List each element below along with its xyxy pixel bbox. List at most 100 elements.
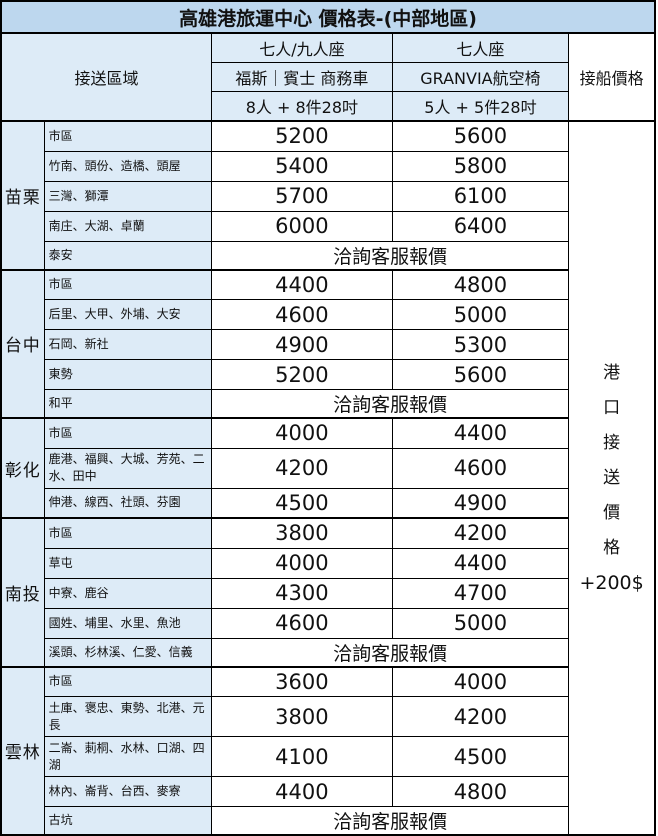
port-note-char: 送	[603, 467, 621, 488]
header-car-1: 福斯｜賓士 商務車	[211, 62, 393, 92]
price-cell: 6400	[391, 210, 570, 242]
table-row: 二崙、莿桐、水林、口湖、四湖 4100 4500	[1, 736, 655, 777]
price-cell: 5800	[391, 150, 570, 182]
table-row: 國姓、埔里、水里、魚池 4600 5000	[1, 607, 655, 639]
district-cell: 二崙、莿桐、水林、口湖、四湖	[43, 736, 213, 777]
district-cell: 市區	[43, 417, 213, 449]
price-cell: 4200	[391, 696, 570, 737]
price-cell: 4900	[391, 487, 570, 519]
district-cell: 市區	[43, 120, 213, 152]
price-cell: 4600	[211, 299, 393, 330]
price-cell: 6000	[211, 210, 393, 242]
district-cell: 東勢	[43, 359, 213, 390]
district-cell: 市區	[43, 268, 213, 300]
table-row: 和平 洽詢客服報價	[1, 389, 655, 419]
header-boat-price: 接船價格	[568, 32, 656, 122]
port-note-char: 港	[603, 362, 621, 383]
district-cell: 后里、大甲、外埔、大安	[43, 299, 213, 330]
table-row: 竹南、頭份、造橋、頭屋 5400 5800	[1, 150, 655, 182]
region-cell-changhua: 彰化	[0, 417, 45, 519]
region-cell-taichung: 台中	[0, 268, 45, 419]
district-cell: 三灣、獅潭	[43, 180, 213, 212]
price-cell: 5600	[391, 120, 570, 152]
price-cell: 5000	[391, 607, 570, 639]
price-cell: 3600	[211, 665, 393, 697]
table-row: 三灣、獅潭 5700 6100	[1, 180, 655, 212]
table-row: 東勢 5200 5600	[1, 359, 655, 390]
price-cell: 4600	[211, 607, 393, 639]
table-row: 南投 市區 3800 4200	[0, 517, 655, 667]
port-note-char: 口	[603, 397, 621, 418]
region-cell-miaoli: 苗栗	[0, 120, 45, 270]
district-cell: 林內、崙背、台西、麥寮	[43, 776, 213, 807]
price-cell: 3800	[211, 517, 393, 549]
table-row: 高雄港旅運中心 價格表-(中部地區)	[0, 0, 656, 34]
price-cell: 4000	[391, 665, 570, 697]
table-row: 福斯｜賓士 商務車 GRANVIA航空椅	[1, 62, 655, 92]
table-row: 溪頭、杉林溪、仁愛、信義 洽詢客服報價	[1, 637, 655, 667]
price-cell: 6100	[391, 180, 570, 212]
table-row: 后里、大甲、外埔、大安 4600 5000	[1, 299, 655, 330]
price-cell: 4400	[211, 268, 393, 300]
district-cell: 竹南、頭份、造橋、頭屋	[43, 150, 213, 182]
price-cell: 4300	[211, 577, 393, 609]
district-cell: 市區	[43, 517, 213, 549]
header-capacity-2: 5人 + 5件28吋	[391, 91, 570, 122]
district-cell: 鹿港、福興、大城、芳苑、二水、田中	[43, 447, 213, 489]
consult-cell: 洽詢客服報價	[211, 637, 570, 667]
table-row: 中寮、鹿谷 4300 4700	[1, 577, 655, 609]
header-capacity-1: 8人 + 8件28吋	[211, 91, 393, 122]
table-row: 彰化 市區 4000 4400	[0, 417, 655, 519]
price-cell: 5400	[211, 150, 393, 182]
port-note-surcharge: +200$	[579, 571, 644, 594]
district-cell: 土庫、褒忠、東勢、北港、元長	[43, 696, 213, 737]
region-cell-yunlin: 雲林	[0, 665, 45, 836]
district-cell: 市區	[43, 665, 213, 697]
price-cell: 5300	[391, 329, 570, 360]
price-cell: 4000	[211, 417, 393, 449]
table-row: 南庄、大湖、卓蘭 6000 6400	[1, 210, 655, 242]
table-row: 林內、崙背、台西、麥寮 4400 4800	[1, 776, 655, 807]
price-cell: 4500	[391, 736, 570, 777]
table-row: 泰安 洽詢客服報價	[1, 240, 655, 270]
price-cell: 4700	[391, 577, 570, 609]
price-cell: 4200	[391, 517, 570, 549]
consult-cell: 洽詢客服報價	[211, 240, 570, 270]
price-cell: 5200	[211, 359, 393, 390]
price-cell: 4100	[211, 736, 393, 777]
table-row: 土庫、褒忠、東勢、北港、元長 3800 4200	[1, 696, 655, 737]
port-note-char: 價	[603, 502, 621, 523]
table-row: 鹿港、福興、大城、芳苑、二水、田中 4200 4600	[1, 447, 655, 489]
district-cell: 中寮、鹿谷	[43, 577, 213, 609]
table-row: 伸港、線西、社頭、芬園 4500 4900	[1, 487, 655, 519]
district-cell: 伸港、線西、社頭、芬園	[43, 487, 213, 519]
price-cell: 4200	[211, 447, 393, 489]
price-cell: 4800	[391, 268, 570, 300]
district-cell: 石岡、新社	[43, 329, 213, 360]
district-cell: 國姓、埔里、水里、魚池	[43, 607, 213, 639]
page-title: 高雄港旅運中心 價格表-(中部地區)	[0, 0, 656, 34]
district-cell: 和平	[43, 389, 213, 419]
table-row: 古坑 洽詢客服報價	[1, 806, 655, 836]
table-row: 接送區域 七人/九人座 七人座 接船價格	[0, 32, 656, 122]
region-cell-nantou: 南投	[0, 517, 45, 667]
port-note-char: 接	[603, 432, 621, 453]
price-cell: 4400	[211, 776, 393, 807]
table-row: 雲林 市區 3600 4000	[0, 665, 655, 836]
port-note-char: 格	[603, 537, 621, 558]
district-cell: 草屯	[43, 547, 213, 579]
consult-cell: 洽詢客服報價	[211, 806, 570, 836]
table-row: 草屯 4000 4400	[1, 547, 655, 579]
price-cell: 4500	[211, 487, 393, 519]
price-cell: 5000	[391, 299, 570, 330]
price-cell: 4400	[391, 547, 570, 579]
district-cell: 泰安	[43, 240, 213, 270]
price-cell: 5600	[391, 359, 570, 390]
district-cell: 溪頭、杉林溪、仁愛、信義	[43, 637, 213, 667]
port-note: 港 口 接 送 價 格 +200$	[570, 128, 654, 828]
price-cell: 5200	[211, 120, 393, 152]
header-seat-1: 七人/九人座	[211, 32, 393, 63]
price-cell: 4900	[211, 329, 393, 360]
header-seat-2: 七人座	[391, 32, 570, 63]
